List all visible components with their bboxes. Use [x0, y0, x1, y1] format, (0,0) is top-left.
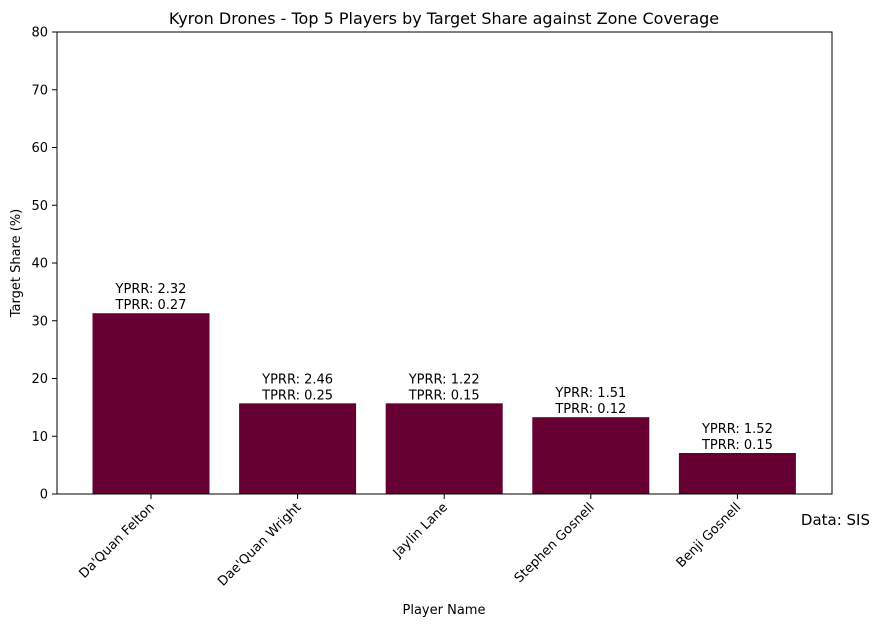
bar-annotation-yprr: YPRR: 2.46	[261, 372, 333, 387]
bar	[678, 452, 796, 494]
y-tick-label: 10	[31, 430, 48, 445]
y-tick-label: 50	[31, 199, 48, 214]
x-tick-label: Stephen Gosnell	[512, 500, 598, 586]
chart-title: Kyron Drones - Top 5 Players by Target S…	[169, 9, 719, 28]
bar-annotation-yprr: YPRR: 1.51	[554, 386, 626, 401]
y-tick-label: 70	[31, 83, 48, 98]
bar	[385, 403, 503, 494]
x-axis: Da'Quan Felton Dae'Quan Wright Jaylin Lane…	[76, 494, 744, 589]
x-tick-label: Jaylin Lane	[390, 500, 451, 561]
x-tick-label: Da'Quan Felton	[76, 500, 157, 581]
bar-annotation-tprr: TPRR: 0.15	[408, 388, 480, 403]
bar	[532, 417, 650, 494]
y-tick-label: 30	[31, 314, 48, 329]
bar-annotation-yprr: YPRR: 2.32	[115, 282, 187, 297]
bar-annotation-tprr: TPRR: 0.12	[554, 402, 626, 417]
bar	[239, 403, 357, 494]
bar-annotation-yprr: YPRR: 1.52	[701, 422, 773, 437]
y-axis: 0 10 20 30 40 50 60 70 80	[31, 26, 57, 503]
bar	[92, 313, 210, 494]
bar-annotation-tprr: TPRR: 0.15	[701, 438, 773, 453]
x-tick-label: Dae'Quan Wright	[215, 500, 304, 589]
y-axis-label: Target Share (%)	[9, 209, 24, 319]
y-tick-label: 60	[31, 141, 48, 156]
y-tick-label: 80	[31, 26, 48, 41]
bar-annotation-yprr: YPRR: 1.22	[408, 372, 480, 387]
bar-annotation-tprr: TPRR: 0.27	[115, 298, 187, 313]
plot-frame	[56, 31, 833, 495]
bar-annotation-tprr: TPRR: 0.25	[261, 388, 333, 403]
y-tick-label: 0	[40, 488, 48, 503]
x-tick-label: Benji Gosnell	[674, 500, 745, 571]
x-axis-label: Player Name	[403, 603, 486, 618]
source-note: Data: SIS	[801, 511, 870, 529]
y-tick-label: 40	[31, 257, 48, 272]
y-tick-label: 20	[31, 372, 48, 387]
